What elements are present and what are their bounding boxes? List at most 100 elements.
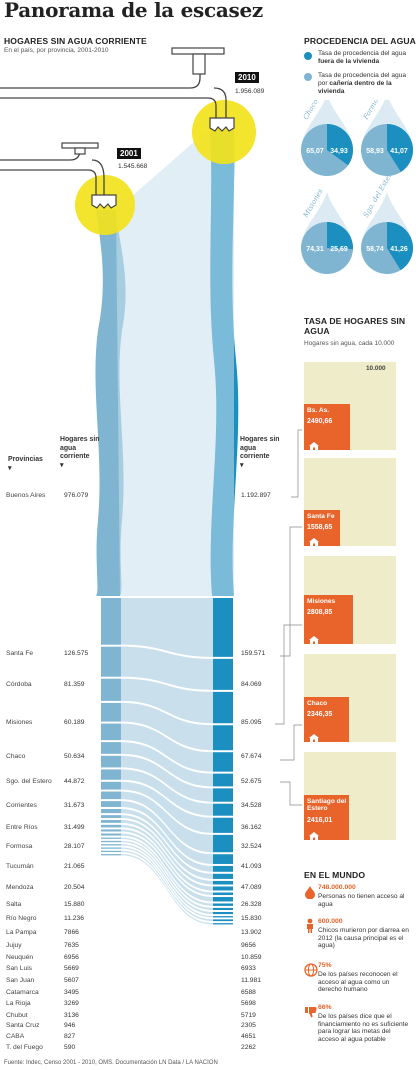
globe-icon <box>304 962 318 978</box>
label-fuera: 34,93 <box>330 148 348 155</box>
tasa-value: 1558,65 <box>307 523 333 531</box>
tasa-scale-label: 10.000 <box>366 365 386 372</box>
tasa-name: Santa Fe <box>307 512 335 520</box>
bar-2010-Misiones <box>213 691 233 724</box>
province-label: T. del Fuego <box>6 1044 43 1051</box>
bar-2001-Salta <box>101 801 121 807</box>
bar-2010-Catamarca <box>213 903 233 906</box>
drop-Sgo. del Estero: 58,74 41,26Sgo. del Estero <box>361 168 413 274</box>
value-2010: 26.328 <box>241 901 262 908</box>
flow-band-San Luis <box>121 829 213 896</box>
value-2001: 21.065 <box>64 863 85 870</box>
bar-2010-Santa Cruz <box>213 916 233 918</box>
flow-band-Misiones <box>121 678 213 724</box>
bar-2010-Chubut <box>213 911 233 915</box>
bar-2010-Neuquén <box>213 886 233 891</box>
bar-2010-San Juan <box>213 897 233 902</box>
value-2010: 85.095 <box>241 719 262 726</box>
province-label: Formosa <box>6 843 33 850</box>
province-label: Jujuy <box>6 942 22 949</box>
bar-2010-San Luis <box>213 892 233 896</box>
section-heading-mundo: EN EL MUNDO <box>304 870 366 880</box>
value-2010: 2262 <box>241 1044 256 1051</box>
page-title: Panorama de la escasez <box>4 0 263 22</box>
province-label: La Pampa <box>6 929 37 936</box>
label-fuera: 41,26 <box>390 246 408 253</box>
province-label: Salta <box>6 901 22 908</box>
tasa-value: 2490,66 <box>307 418 333 426</box>
flow-chart <box>0 47 256 925</box>
tasa-fill-Santa Fe <box>304 509 341 546</box>
flow-band-San Juan <box>121 833 213 902</box>
mundo-value: 75% <box>318 962 332 969</box>
section-subheading-hogares: En el país, por provincia, 2001-2010 <box>4 47 109 54</box>
value-2001: 11.236 <box>64 915 84 922</box>
flow-band-Corrientes <box>121 742 213 787</box>
province-label: Mendoza <box>6 884 34 891</box>
legend-fuera: Tasa de procedencia del agua fuera de la… <box>318 50 406 65</box>
house-icon <box>308 532 320 547</box>
mundo-value: 748.000.000 <box>318 884 356 891</box>
value-2010: 32.524 <box>241 843 262 850</box>
flow-band-Río Negro <box>121 808 213 872</box>
value-2010: 4651 <box>241 1033 256 1040</box>
flow-band-Salta <box>121 801 213 864</box>
value-2010: 11.981 <box>241 977 261 984</box>
spout-2010 <box>209 117 235 132</box>
flow-band-Jujuy <box>121 820 213 885</box>
province-label: Córdoba <box>6 681 32 688</box>
mundo-text: Personas no tienen acceso al agua <box>318 893 405 908</box>
value-2001: 60.189 <box>64 719 85 726</box>
bar-2001-Misiones <box>101 678 121 701</box>
value-2001: 44.872 <box>64 778 85 785</box>
flow-band-La Rioja <box>121 840 213 910</box>
bar-2001-CABA <box>101 850 121 853</box>
bar-2010-La Pampa <box>213 873 233 879</box>
bar-2001-Chaco <box>101 702 121 722</box>
province-label: Neuquén <box>6 954 34 961</box>
label-fuera: 41,07 <box>390 148 408 155</box>
bar-2010-Salta <box>213 854 233 864</box>
pie-fuera <box>387 222 413 271</box>
bar-2010-Córdoba <box>213 658 233 690</box>
year-label-2010: 2010 <box>235 72 259 83</box>
province-label: Tucumán <box>6 863 34 870</box>
province-label: Chaco <box>6 753 26 760</box>
value-2010: 6588 <box>241 989 256 996</box>
province-label: Corrientes <box>6 802 37 809</box>
total-2010: 1.956.089 <box>235 88 265 95</box>
value-2010: 41.093 <box>241 863 262 870</box>
tasa-name: Santiago del Estero <box>307 797 347 813</box>
bar-2001-Tucumán <box>101 781 121 790</box>
value-2010: 9656 <box>241 942 256 949</box>
flow-band-Chubut <box>121 844 213 915</box>
tasa-fill-Chaco <box>304 697 349 742</box>
section-heading-tasa: TASA DE HOGARES SIN AGUA <box>304 316 406 336</box>
mundo-value: 600.000 <box>318 918 343 925</box>
value-2001: 31.673 <box>64 802 85 809</box>
tasa-fill-Santiago del Estero <box>304 794 350 840</box>
value-2001: 3269 <box>64 1000 79 1007</box>
section-subheading-tasa: Hogares sin agua, cada 10.000 <box>304 340 395 347</box>
province-label: Chubut <box>6 1012 28 1019</box>
bar-2001-La Rioja <box>101 840 121 843</box>
legend-dot-fuera <box>304 52 312 60</box>
bar-2010-T. del Fuego <box>213 923 233 925</box>
value-2010: 5719 <box>241 1012 256 1019</box>
pie-fuera <box>327 222 353 250</box>
tasa-connectors <box>275 429 302 806</box>
value-2010: 2305 <box>241 1022 256 1029</box>
legend-dentro: Tasa de procedencia del agua por cañería… <box>318 72 406 95</box>
thumbs-down-icon <box>304 1004 318 1020</box>
value-2010: 10.859 <box>241 954 262 961</box>
value-2001: 6956 <box>64 954 79 961</box>
province-label: Entre Ríos <box>6 824 38 831</box>
bar-2001-T. del Fuego <box>101 854 121 856</box>
label-dentro: 65,07 <box>306 148 324 155</box>
value-2001: 590 <box>64 1044 76 1051</box>
value-2010: 47.089 <box>241 884 262 891</box>
bar-2010-Entre Ríos <box>213 788 233 802</box>
value-2001: 20.504 <box>64 884 85 891</box>
